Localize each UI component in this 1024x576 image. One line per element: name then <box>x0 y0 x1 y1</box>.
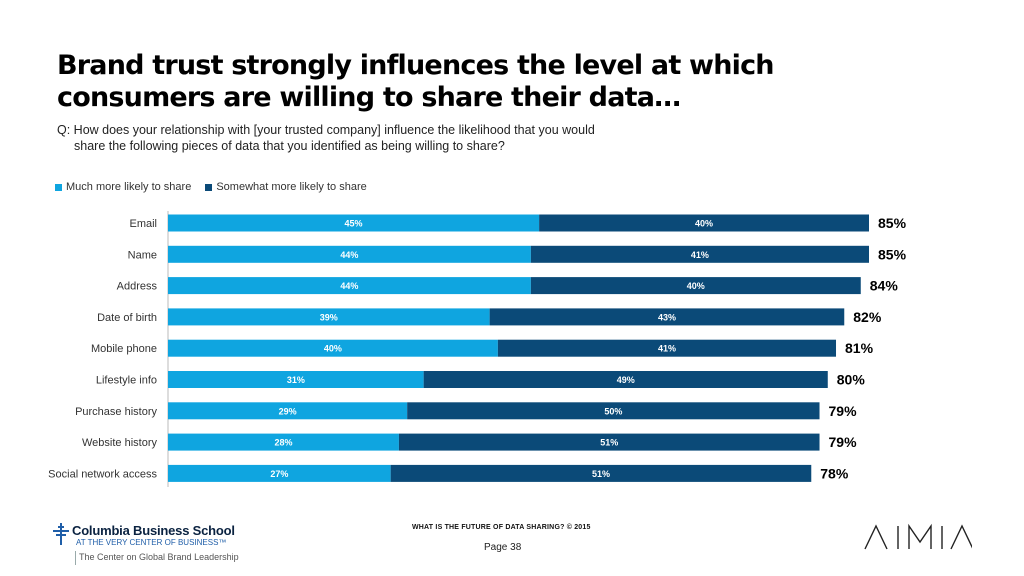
data-label-much: 39% <box>320 312 338 322</box>
bar-much <box>168 214 540 232</box>
legend-label-much: Much more likely to share <box>66 181 192 193</box>
category-label: Purchase history <box>75 406 157 418</box>
question-line-1: Q: How does your relationship with [your… <box>57 123 595 137</box>
data-label-much: 45% <box>345 219 363 229</box>
data-label-somewhat: 51% <box>600 438 618 448</box>
logo-divider <box>75 551 76 565</box>
bar-somewhat <box>390 464 812 482</box>
bar-much <box>168 371 424 388</box>
columbia-logo: Columbia Business School AT THE VERY CEN… <box>50 521 239 565</box>
total-label: 79% <box>829 403 858 419</box>
data-label-somewhat: 41% <box>658 344 676 354</box>
category-label: Lifestyle info <box>96 375 157 387</box>
bar-much <box>168 339 498 357</box>
school-name: Columbia Business School <box>72 523 235 538</box>
bar-somewhat <box>407 402 820 420</box>
total-label: 79% <box>829 434 858 450</box>
total-label: 78% <box>820 465 849 481</box>
data-label-somewhat: 49% <box>617 375 635 385</box>
data-label-somewhat: 51% <box>592 469 610 479</box>
category-label: Mobile phone <box>91 343 157 355</box>
data-label-much: 31% <box>287 375 305 385</box>
data-label-somewhat: 41% <box>691 250 709 260</box>
bar-much <box>168 402 408 420</box>
data-label-much: 44% <box>340 250 358 260</box>
columbia-crown-icon <box>53 523 69 545</box>
bar-much <box>168 277 531 295</box>
center-name: The Center on Global Brand Leadership <box>79 552 239 562</box>
data-label-much: 44% <box>340 281 358 291</box>
data-label-much: 29% <box>279 406 297 416</box>
category-label: Social network access <box>48 468 157 480</box>
total-label: 82% <box>853 309 882 325</box>
title-line-2: consumers are willing to share their dat… <box>57 82 681 113</box>
category-label: Address <box>117 281 158 293</box>
data-label-somewhat: 40% <box>687 281 705 291</box>
question-line-2: share the following pieces of data that … <box>74 139 505 153</box>
legend-item-somewhat: Somewhat more likely to share <box>205 181 367 193</box>
bar-somewhat <box>489 308 845 326</box>
bar-much <box>168 464 391 482</box>
bar-somewhat <box>398 433 820 451</box>
legend-swatch-somewhat <box>205 183 213 191</box>
bar-much <box>168 308 490 326</box>
stacked-bar-chart: Email 45% 40% 85% Name 44% 41% 85% Address 44% 40%… <box>48 211 907 487</box>
bar-somewhat <box>530 277 861 295</box>
page-number: Page 38 <box>484 542 522 553</box>
school-tagline: AT THE VERY CENTER OF BUSINESS™ <box>76 538 227 547</box>
data-label-somewhat: 40% <box>695 219 713 229</box>
total-label: 81% <box>845 340 874 356</box>
data-label-much: 27% <box>270 469 288 479</box>
bar-somewhat <box>539 214 869 232</box>
data-label-somewhat: 43% <box>658 312 676 322</box>
data-label-much: 40% <box>324 344 342 354</box>
bar-much <box>168 433 399 451</box>
total-label: 84% <box>870 278 899 294</box>
aimia-logo <box>864 523 972 550</box>
category-label: Email <box>129 218 157 230</box>
legend-item-much: Much more likely to share <box>55 181 191 193</box>
bar-somewhat <box>423 371 828 388</box>
legend-swatch-much <box>55 183 62 191</box>
total-label: 80% <box>837 372 866 388</box>
page-title: Brand trust strongly influences the leve… <box>57 50 957 114</box>
legend-label-somewhat: Somewhat more likely to share <box>216 181 367 193</box>
survey-question: Q: How does your relationship with [your… <box>57 122 595 154</box>
category-label: Date of birth <box>97 312 157 324</box>
bar-somewhat <box>530 245 869 263</box>
title-line-1: Brand trust strongly influences the leve… <box>57 50 775 81</box>
data-label-somewhat: 50% <box>604 406 622 416</box>
total-label: 85% <box>878 246 907 262</box>
footer-survey-title: WHAT IS THE FUTURE OF DATA SHARING? © 20… <box>412 524 591 531</box>
bar-somewhat <box>497 339 837 357</box>
category-label: Website history <box>82 437 157 449</box>
total-label: 85% <box>878 215 907 231</box>
category-label: Name <box>128 249 157 261</box>
chart-legend: Much more likely to share Somewhat more … <box>55 181 367 193</box>
bar-much <box>168 245 531 263</box>
data-label-much: 28% <box>274 438 292 448</box>
